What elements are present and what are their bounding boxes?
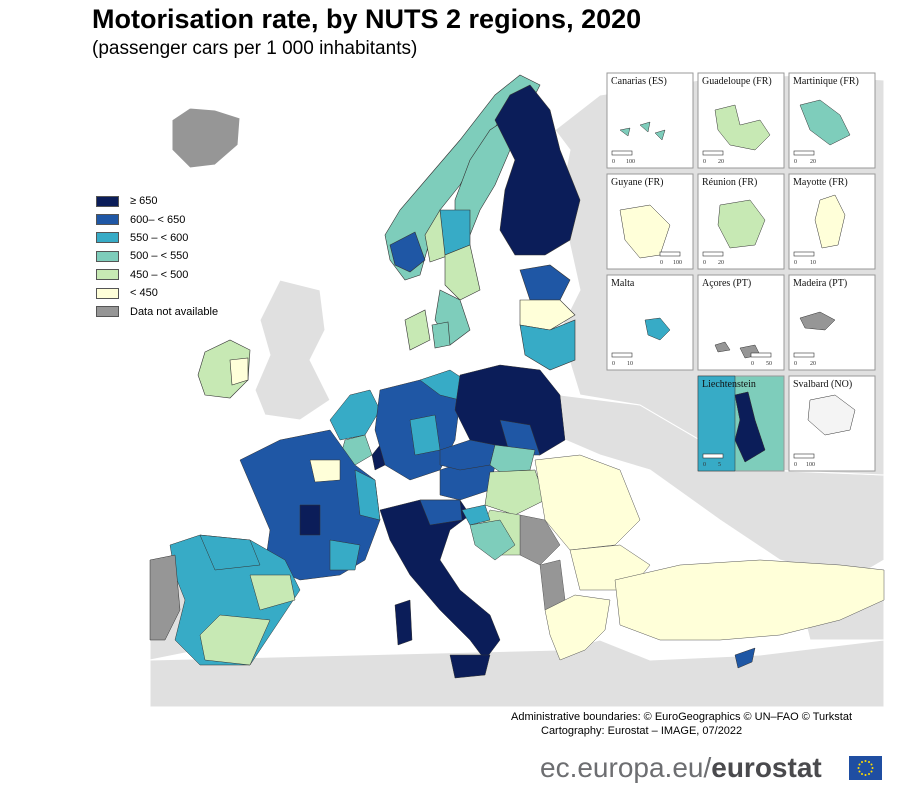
scale-end: 100 bbox=[626, 159, 635, 165]
region-france bbox=[239, 429, 381, 581]
region-finland bbox=[494, 84, 581, 256]
legend-swatch bbox=[96, 306, 119, 318]
brand-domain: ec.europa.eu/ bbox=[540, 752, 712, 783]
legend-item: 450 – < 500 bbox=[96, 266, 218, 284]
legend-item: 550 – < 600 bbox=[96, 229, 218, 247]
scale-end: 5 bbox=[718, 462, 721, 468]
inset-label: Açores (PT) bbox=[702, 278, 751, 289]
scale-start: 0 bbox=[660, 260, 663, 266]
legend-item: Data not available bbox=[96, 302, 218, 320]
region-denmark bbox=[404, 309, 451, 351]
region-cyprus bbox=[734, 647, 756, 669]
scale-end: 10 bbox=[810, 260, 816, 266]
legend-item: ≥ 650 bbox=[96, 192, 218, 210]
legend-swatch bbox=[96, 287, 119, 299]
inset-label: Guadeloupe (FR) bbox=[702, 76, 772, 87]
scale-start: 0 bbox=[703, 159, 706, 165]
scale-end: 20 bbox=[810, 361, 816, 367]
scale-end: 20 bbox=[810, 159, 816, 165]
scale-end: 10 bbox=[627, 361, 633, 367]
region-slovenia-croatia bbox=[461, 504, 516, 561]
legend-label: 550 – < 600 bbox=[130, 231, 189, 244]
inset-label: Svalbard (NO) bbox=[793, 379, 852, 390]
legend-label: 500 – < 550 bbox=[130, 250, 189, 263]
legend-item: 600– < 650 bbox=[96, 210, 218, 228]
scale-start: 0 bbox=[794, 159, 797, 165]
inset-label: Canarias (ES) bbox=[611, 76, 667, 87]
scale-start: 0 bbox=[703, 260, 706, 266]
region-sweden bbox=[434, 119, 511, 346]
map-subtitle: (passenger cars per 1 000 inhabitants) bbox=[92, 38, 418, 59]
inset-label: Guyane (FR) bbox=[611, 177, 664, 188]
scale-start: 0 bbox=[612, 159, 615, 165]
region-central-east bbox=[439, 439, 546, 516]
inset-label: Madeira (PT) bbox=[793, 278, 847, 289]
scale-end: 100 bbox=[673, 260, 682, 266]
scale-bars bbox=[611, 150, 815, 459]
scale-end: 100 bbox=[806, 462, 815, 468]
scale-start: 0 bbox=[703, 462, 706, 468]
region-poland bbox=[454, 364, 566, 456]
region-iceland bbox=[171, 107, 241, 169]
scale-end: 50 bbox=[766, 361, 772, 367]
inset-label: Martinique (FR) bbox=[793, 76, 859, 87]
liechtenstein-shape bbox=[734, 391, 766, 463]
legend-swatch bbox=[96, 250, 119, 262]
legend-item: 500 – < 550 bbox=[96, 247, 218, 265]
scale-start: 0 bbox=[794, 462, 797, 468]
legend-item: < 450 bbox=[96, 284, 218, 302]
legend-label: < 450 bbox=[130, 287, 158, 300]
region-ireland bbox=[197, 339, 251, 399]
scale-start: 0 bbox=[612, 361, 615, 367]
inset-label: Liechtenstein bbox=[702, 379, 756, 390]
legend-swatch bbox=[96, 269, 119, 281]
scale-start: 0 bbox=[794, 361, 797, 367]
scale-start: 0 bbox=[751, 361, 754, 367]
inset-label: Réunion (FR) bbox=[702, 177, 757, 188]
region-baltics bbox=[519, 264, 576, 371]
region-italy bbox=[379, 499, 501, 679]
scale-start: 0 bbox=[794, 260, 797, 266]
inset-label: Malta bbox=[611, 278, 635, 289]
legend-label: 600– < 650 bbox=[130, 213, 186, 226]
brand-name: eurostat bbox=[711, 752, 822, 783]
legend-label: 450 – < 500 bbox=[130, 268, 189, 281]
eu-flag-icon bbox=[849, 756, 882, 780]
scale-end: 20 bbox=[718, 159, 724, 165]
scale-end: 20 bbox=[718, 260, 724, 266]
inset-label: Mayotte (FR) bbox=[793, 177, 848, 188]
legend-swatch bbox=[96, 232, 119, 244]
region-greece bbox=[544, 594, 611, 661]
credit-boundaries: Administrative boundaries: © EuroGeograp… bbox=[511, 711, 853, 723]
map-legend: ≥ 650 600– < 650 550 – < 600 500 – < 550… bbox=[96, 192, 218, 321]
map-title: Motorisation rate, by NUTS 2 regions, 20… bbox=[92, 4, 642, 34]
inset-labels: Canarias (ES) Guadeloupe (FR) Martinique… bbox=[611, 76, 859, 390]
legend-swatch bbox=[96, 214, 119, 226]
legend-label: ≥ 650 bbox=[130, 195, 158, 208]
legend-swatch bbox=[96, 195, 119, 207]
region-turkey bbox=[614, 559, 885, 641]
legend-label: Data not available bbox=[130, 305, 219, 318]
scale-labels: 0 100 0 20 0 20 0 100 0 20 0 10 0 10 0 5… bbox=[612, 159, 816, 468]
region-central-west bbox=[329, 369, 496, 501]
eurostat-brand[interactable]: ec.europa.eu/eurostat bbox=[540, 752, 822, 784]
credit-cartography: Cartography: Eurostat – IMAGE, 07/2022 bbox=[541, 725, 743, 737]
region-iberia bbox=[149, 534, 301, 666]
